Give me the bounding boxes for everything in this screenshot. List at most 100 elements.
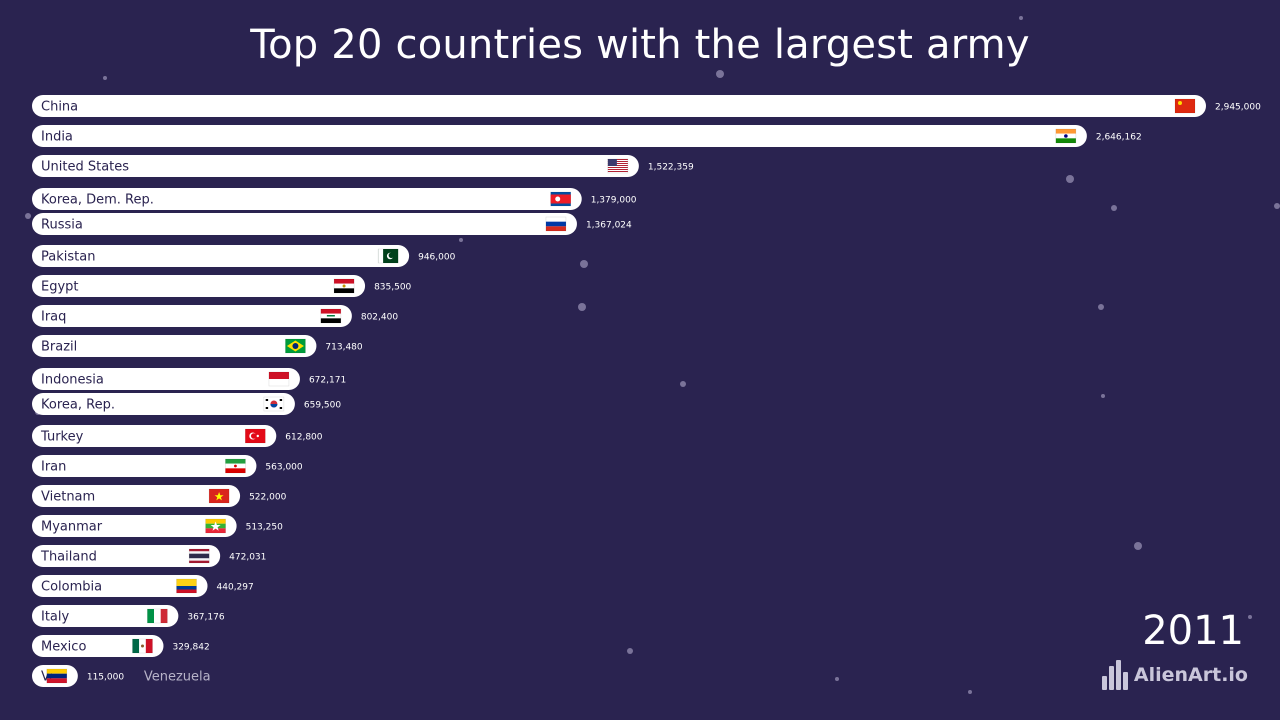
bar-row: Korea, Rep. 659,500	[32, 393, 341, 415]
chart-title: Top 20 countries with the largest army	[250, 22, 1030, 68]
bar	[32, 515, 237, 537]
bar-value-label: 472,031	[229, 553, 266, 563]
bar-row: Turkey 612,800	[32, 425, 323, 447]
star-dot	[835, 677, 839, 681]
bar-category-label: Iraq	[41, 310, 66, 325]
star-dot	[1111, 205, 1117, 211]
bar-value-label: 2,646,162	[1096, 133, 1142, 143]
bar-category-label: Indonesia	[41, 373, 104, 388]
bar-row: Korea, Dem. Rep. 1,379,000	[32, 188, 637, 210]
star-dot	[578, 303, 586, 311]
bar-category-label: India	[41, 130, 73, 145]
bar	[32, 368, 300, 390]
bar-value-label: 835,500	[374, 283, 411, 293]
bar-row: Myanmar 513,250	[32, 515, 283, 537]
bar-row: Iran 563,000	[32, 455, 303, 477]
bar	[32, 545, 221, 567]
bar-value-label: 522,000	[249, 493, 286, 503]
bar	[32, 305, 352, 327]
star-dot	[716, 70, 724, 78]
south-korea-flag-icon	[263, 396, 285, 412]
turkey-flag-icon	[245, 428, 266, 444]
china-flag-icon	[1174, 98, 1196, 114]
bar-category-label: Brazil	[41, 340, 77, 355]
bar-row: United States 1,522,359	[32, 155, 694, 177]
bar-value-label: 329,842	[172, 643, 209, 653]
bar	[32, 213, 577, 235]
bar	[32, 455, 257, 477]
italy-flag-icon	[147, 608, 168, 624]
star-dot	[1098, 304, 1104, 310]
bar	[32, 125, 1087, 147]
bar	[32, 425, 277, 447]
bar-row: Indonesia 672,171	[32, 368, 346, 390]
myanmar-flag-icon	[205, 518, 226, 534]
bar-value-label: 367,176	[187, 613, 224, 623]
bar-category-label: Italy	[41, 610, 70, 625]
indonesia-flag-icon	[268, 371, 290, 387]
star-dot	[1274, 203, 1280, 209]
bar-value-label: 563,000	[265, 463, 302, 473]
bar-value-label: 440,297	[217, 583, 254, 593]
bar-category-label: Iran	[41, 460, 66, 475]
bar-category-label: Venezuela	[41, 670, 108, 685]
mexico-flag-icon	[132, 638, 153, 654]
brand-logo: AlienArt.io	[1101, 660, 1248, 690]
bar-row: Pakistan 946,000	[32, 245, 456, 267]
bar-category-label: Thailand	[40, 550, 97, 565]
bar-value-label: 1,379,000	[591, 196, 637, 206]
star-dot	[1134, 542, 1142, 550]
star-dot	[1066, 175, 1074, 183]
bar-category-label: United States	[41, 160, 129, 175]
brand-name: AlienArt.io	[1133, 664, 1248, 686]
thailand-flag-icon	[188, 548, 210, 564]
bar-value-label: 1,367,024	[586, 221, 632, 231]
north-korea-flag-icon	[550, 191, 571, 207]
star-dot	[580, 260, 588, 268]
united-states-flag-icon	[607, 158, 629, 174]
brazil-flag-icon	[285, 338, 306, 354]
bar-row: Vietnam 522,000	[32, 485, 287, 507]
star-dot	[1019, 16, 1023, 20]
bar-category-label: Vietnam	[41, 490, 95, 505]
bar-row: Russia 1,367,024	[32, 213, 632, 235]
bar-value-label: 513,250	[246, 523, 283, 533]
bar-row: Brazil 713,480	[32, 335, 363, 357]
star-dot	[459, 238, 463, 242]
iraq-flag-icon	[320, 308, 342, 324]
year-label: 2011	[1142, 608, 1244, 654]
bar-value-label: 612,800	[285, 433, 322, 443]
bar-category-label: Mexico	[41, 640, 86, 655]
bar-value-label: 1,522,359	[648, 163, 694, 173]
bar-category-label: Korea, Dem. Rep.	[41, 193, 154, 208]
bar	[32, 275, 366, 297]
bar-value-label: 115,000	[87, 673, 124, 683]
star-dot	[627, 648, 633, 654]
colombia-flag-icon	[176, 578, 197, 594]
bar	[32, 335, 317, 357]
bar-category-label: Myanmar	[41, 520, 103, 535]
brand-bars-icon	[1101, 660, 1128, 690]
star-dot	[1248, 615, 1252, 619]
bar-value-label: 659,500	[304, 401, 341, 411]
bar	[32, 575, 208, 597]
star-dot	[1101, 394, 1105, 398]
bar-category-label: Korea, Rep.	[41, 398, 115, 413]
bar	[32, 485, 241, 507]
bar	[32, 188, 582, 210]
bar-category-label: Russia	[41, 218, 83, 233]
bar	[32, 155, 639, 177]
bar-value-label: 802,400	[361, 313, 398, 323]
russia-flag-icon	[545, 216, 567, 232]
bar-value-label: 713,480	[325, 343, 362, 353]
vietnam-flag-icon	[208, 488, 230, 504]
bar-row: Thailand 472,031	[32, 545, 266, 567]
egypt-flag-icon	[333, 278, 355, 294]
bar-row: China 2,945,000	[32, 95, 1261, 117]
bar-row: India 2,646,162	[32, 125, 1142, 147]
bar-row: Egypt 835,500	[32, 275, 412, 297]
pakistan-flag-icon	[377, 248, 399, 264]
